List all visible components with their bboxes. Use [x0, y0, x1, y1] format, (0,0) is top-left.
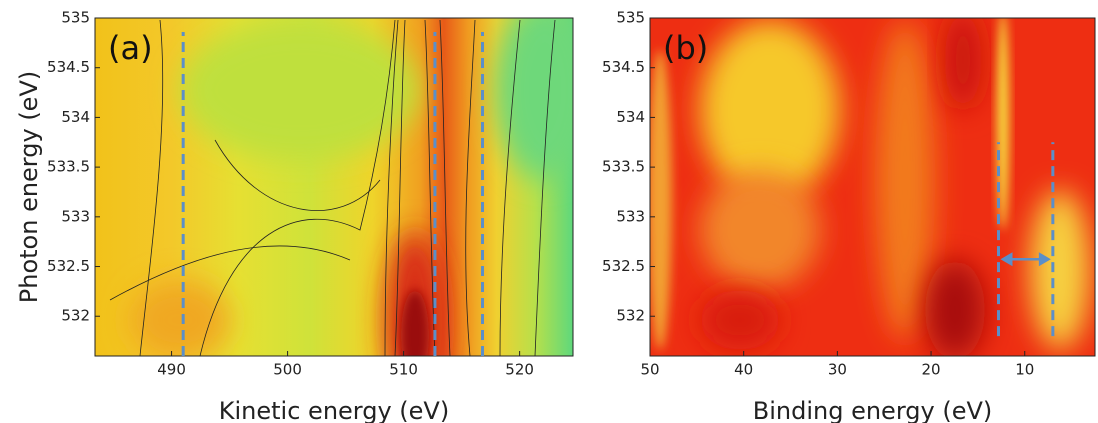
- x-tick-label: 500: [273, 361, 302, 379]
- x-tick-label: 50: [640, 361, 659, 379]
- x-tick-label: 520: [505, 361, 534, 379]
- y-tick-label: 534.5: [602, 58, 645, 76]
- contour-field: [95, 18, 573, 356]
- y-tick-label: 534: [61, 108, 90, 126]
- y-tick-label: 532: [61, 307, 90, 325]
- x-tick-label: 20: [922, 361, 941, 379]
- plot-frame: [649, 17, 1096, 357]
- heatmap-field: [650, 18, 1095, 356]
- x-tick-label: 10: [1015, 361, 1034, 379]
- arrow-head: [1000, 252, 1013, 267]
- y-tick-label: 532: [616, 307, 645, 325]
- x-tick-label: 40: [734, 361, 753, 379]
- panel-label: (b): [663, 29, 708, 67]
- y-tick-label: 535: [61, 9, 90, 27]
- x-tick-label: 510: [389, 361, 418, 379]
- x-tick-label: 30: [828, 361, 847, 379]
- arrow-head: [1038, 252, 1051, 267]
- y-axis-label: Photon energy (eV): [15, 71, 43, 303]
- y-tick-label: 533: [616, 207, 645, 225]
- y-tick-label: 532.5: [602, 257, 645, 275]
- x-axis-label: Binding energy (eV): [753, 397, 992, 423]
- y-tick-label: 534.5: [47, 58, 90, 76]
- y-tick-label: 533.5: [602, 158, 645, 176]
- y-tick-label: 532.5: [47, 257, 90, 275]
- x-tick-label: 490: [157, 361, 186, 379]
- y-tick-label: 533: [61, 207, 90, 225]
- x-axis-label: Kinetic energy (eV): [219, 397, 449, 423]
- y-tick-label: 534: [616, 108, 645, 126]
- y-tick-label: 535: [616, 9, 645, 27]
- plot-frame: [94, 17, 574, 357]
- panel-label: (a): [108, 29, 153, 67]
- y-tick-label: 533.5: [47, 158, 90, 176]
